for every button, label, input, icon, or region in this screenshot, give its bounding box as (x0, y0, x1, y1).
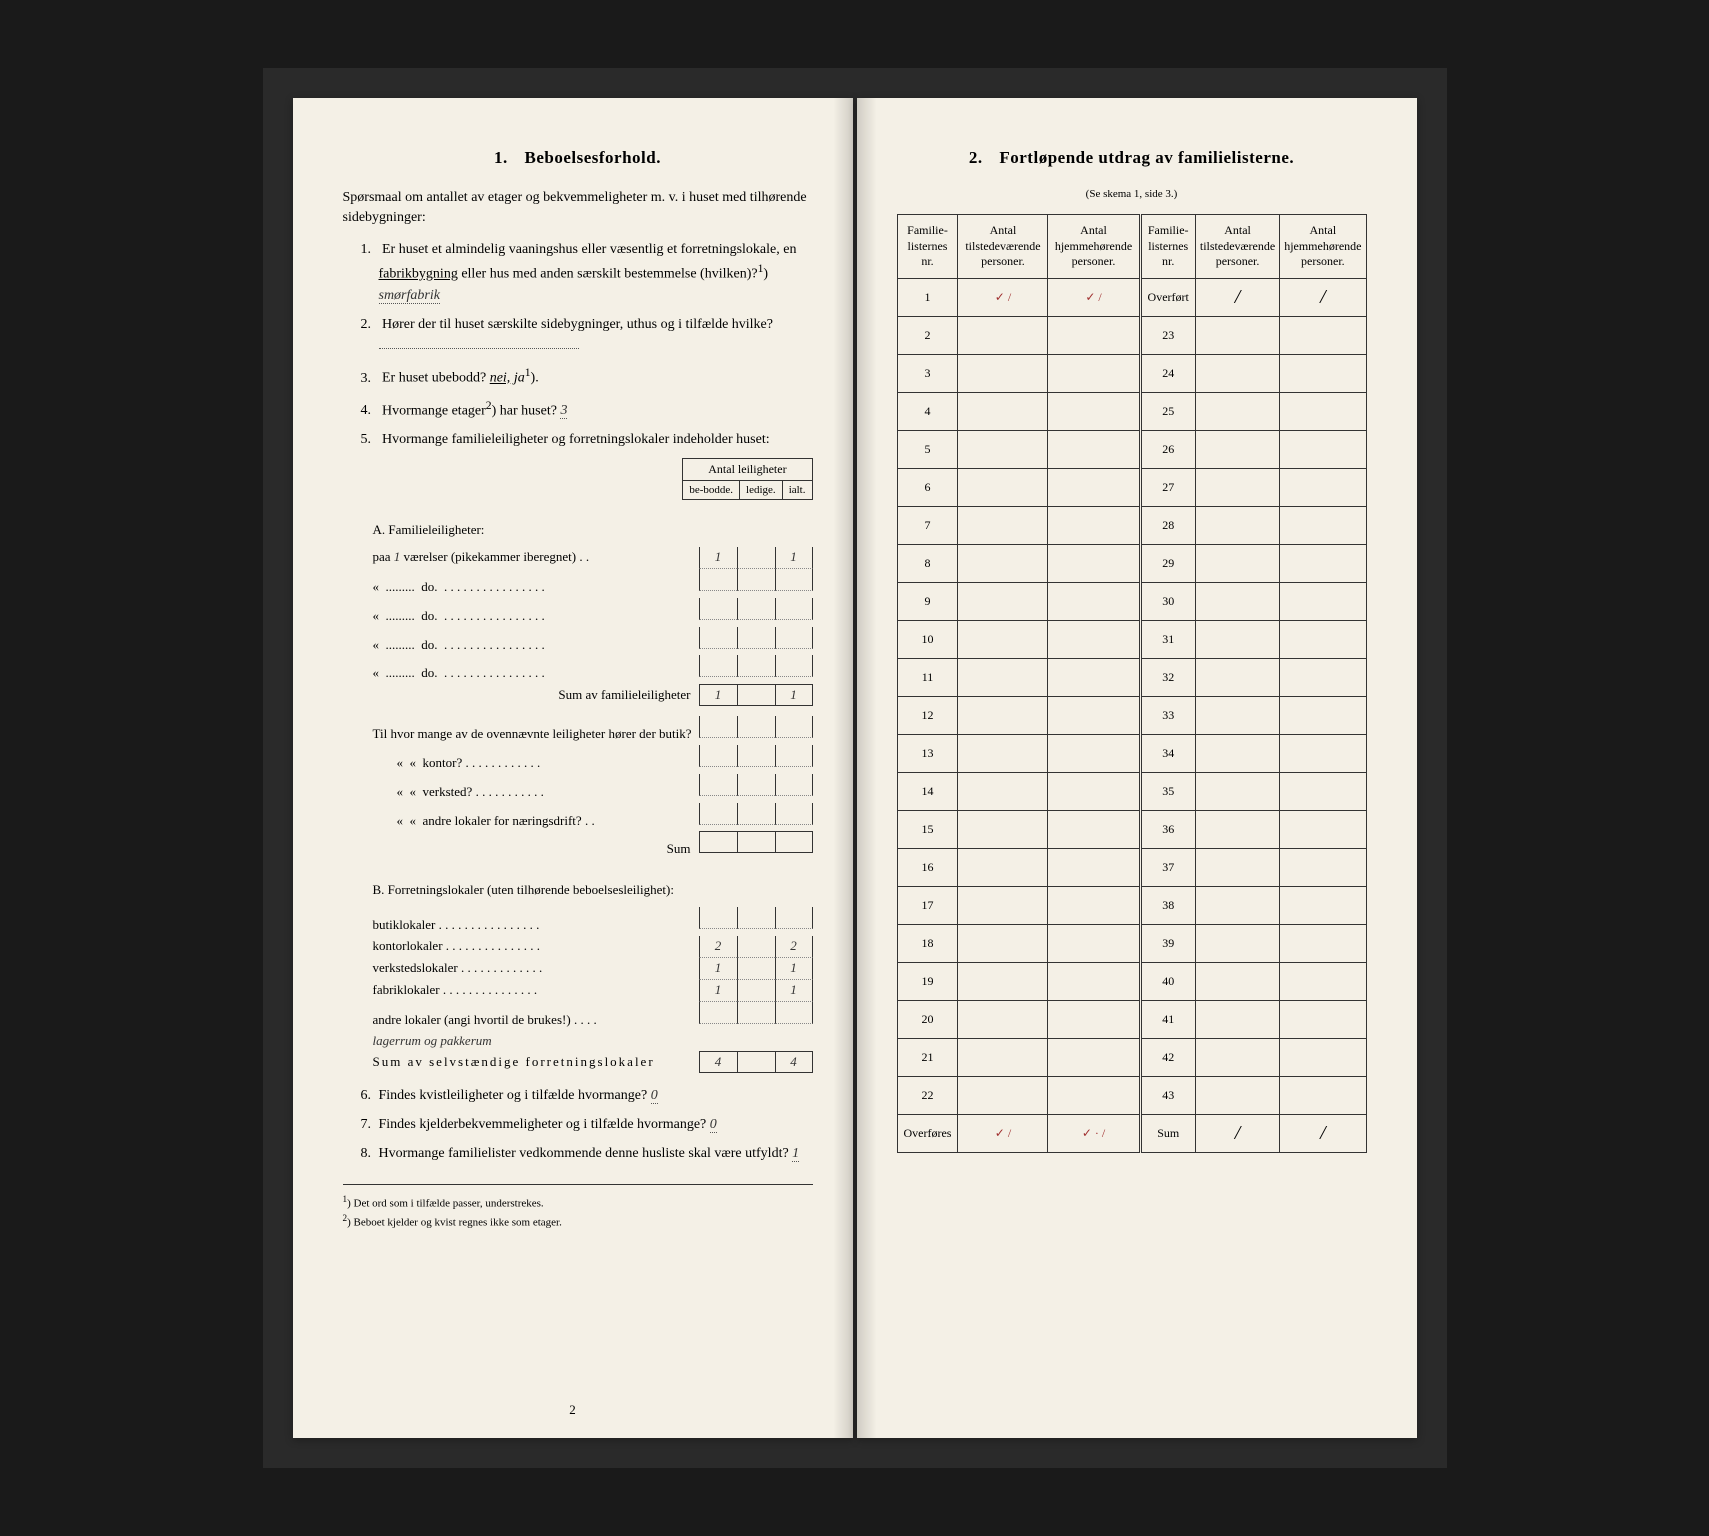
B-butik: butiklokaler . . . . . . . . . . . . . .… (373, 907, 813, 936)
B-kontor: kontorlokaler . . . . . . . . . . . . . … (373, 936, 813, 958)
table-row: 1132 (897, 658, 1366, 696)
q8: 8.Hvormange familielister vedkommende de… (361, 1143, 813, 1164)
question-list-2: 6.Findes kvistleiligheter og i tilfælde … (343, 1085, 813, 1164)
mid-butik: Til hvor mange av de ovennævnte leilighe… (373, 716, 813, 745)
table-row: 2142 (897, 1038, 1366, 1076)
table-row: 1536 (897, 810, 1366, 848)
title-text: Beboelsesforhold. (525, 148, 661, 167)
book-spread: 1. Beboelsesforhold. Spørsmaal om antall… (263, 68, 1447, 1468)
table-row: 1✓ /✓ /Overført// (897, 278, 1366, 316)
q3: 3. Er huset ubebodd? nei, ja1). (361, 364, 813, 389)
table-row: 930 (897, 582, 1366, 620)
q1-handwritten: smørfabrik (379, 288, 440, 304)
table-header: Familie-listernes nr. Antal tilstedevære… (897, 215, 1366, 279)
B-andre: andre lokaler (angi hvortil de brukes!) … (373, 1002, 813, 1052)
table-row: 526 (897, 430, 1366, 468)
intro-text: Spørsmaal om antallet av etager og bekve… (343, 188, 813, 227)
table-row: 627 (897, 468, 1366, 506)
B-verksted: verkstedslokaler . . . . . . . . . . . .… (373, 958, 813, 980)
question-list: 1. Er huset et almindelig vaaningshus el… (343, 239, 813, 450)
page-number: 2 (569, 1402, 576, 1418)
footnotes: 1) Det ord som i tilfælde passer, unders… (343, 1184, 813, 1231)
q4: 4. Hvormange etager2) har huset? 3 (361, 397, 813, 422)
mid-kontor: « « kontor? . . . . . . . . . . . . (373, 745, 813, 774)
mini-table-header: Antal leiligheter be-bodde. ledige. ialt… (682, 458, 812, 500)
B-sum: Sum av selvstændige forretningslokaler 4… (373, 1051, 813, 1073)
section-A: A. Familieleiligheter: paa 1 værelser (p… (373, 520, 813, 1073)
mid-verksted: « « verksted? . . . . . . . . . . . (373, 774, 813, 803)
q6: 6.Findes kvistleiligheter og i tilfælde … (361, 1085, 813, 1106)
q4-handwritten: 3 (560, 403, 567, 419)
left-page: 1. Beboelsesforhold. Spørsmaal om antall… (293, 98, 853, 1438)
A-row-do4: « ......... do. . . . . . . . . . . . . … (373, 655, 813, 684)
right-title: 2. Fortløpende utdrag av familielisterne… (897, 148, 1367, 168)
table-row: 1637 (897, 848, 1366, 886)
right-page: 2. Fortløpende utdrag av familielisterne… (857, 98, 1417, 1438)
q7: 7.Findes kjelderbekvemmeligheter og i ti… (361, 1114, 813, 1135)
B-fabrik: fabriklokaler . . . . . . . . . . . . . … (373, 980, 813, 1002)
mid-andre: « « andre lokaler for næringsdrift? . . (373, 803, 813, 832)
title-number: 1. (494, 148, 508, 167)
A-row-1: paa 1 værelser (pikekammer iberegnet) . … (373, 547, 813, 569)
A-row-do3: « ......... do. . . . . . . . . . . . . … (373, 627, 813, 656)
table-row: 1839 (897, 924, 1366, 962)
A-row-do1: « ......... do. . . . . . . . . . . . . … (373, 569, 813, 598)
right-subnote: (Se skema 1, side 3.) (897, 188, 1367, 200)
q1: 1. Er huset et almindelig vaaningshus el… (361, 239, 813, 306)
table-row: 223 (897, 316, 1366, 354)
table-row: 1435 (897, 772, 1366, 810)
table-row: 728 (897, 506, 1366, 544)
family-table: Familie-listernes nr. Antal tilstedevære… (897, 214, 1367, 1153)
table-sum-row: Overføres✓ /✓ · /Sum// (897, 1114, 1366, 1152)
table-row: 829 (897, 544, 1366, 582)
table-row: 1233 (897, 696, 1366, 734)
table-row: 425 (897, 392, 1366, 430)
table-row: 1738 (897, 886, 1366, 924)
q5: 5. Hvormange familieleiligheter og forre… (361, 429, 813, 450)
table-row: 1334 (897, 734, 1366, 772)
table-row: 1940 (897, 962, 1366, 1000)
table-row: 2041 (897, 1000, 1366, 1038)
table-row: 1031 (897, 620, 1366, 658)
mid-sum: Sum (373, 831, 813, 860)
q2: 2. Hører der til huset særskilte sidebyg… (361, 314, 813, 356)
A-sum: Sum av familieleiligheter 1 1 (373, 684, 813, 706)
table-row: 2243 (897, 1076, 1366, 1114)
A-row-do2: « ......... do. . . . . . . . . . . . . … (373, 598, 813, 627)
left-title: 1. Beboelsesforhold. (343, 148, 813, 168)
table-row: 324 (897, 354, 1366, 392)
